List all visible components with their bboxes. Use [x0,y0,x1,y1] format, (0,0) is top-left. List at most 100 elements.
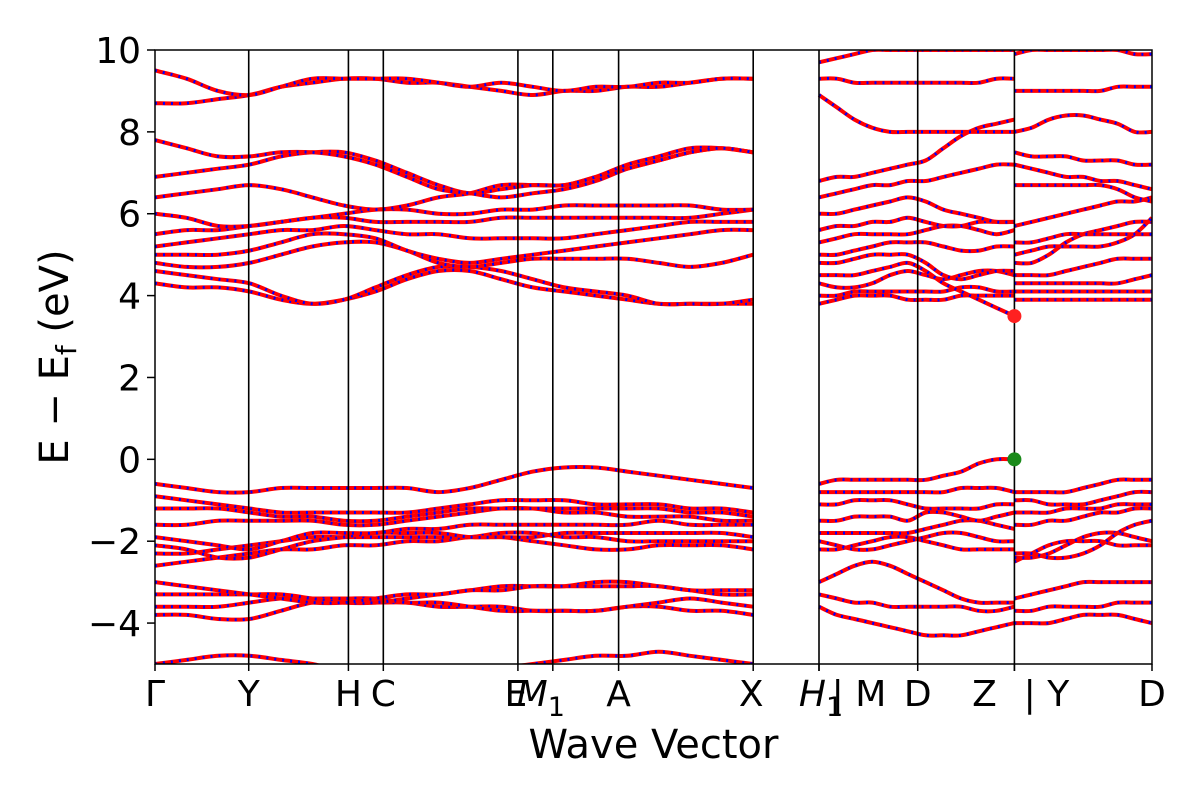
x-tick-label-main: E [505,674,528,715]
band-line-seg2-1 [1014,600,1152,614]
band-line-seg1-6 [818,509,1015,524]
x-tick-label: A [606,674,631,715]
band-line-dotted-seg0-9 [155,506,754,527]
band-line-seg2-12 [1014,273,1152,286]
x-tick-label: E [505,674,528,715]
band-line-seg2-18 [1014,182,1152,204]
band-line-dotted-seg1-21 [818,93,1015,134]
band-line-dotted-seg0-0 [155,650,754,664]
y-axis-label-main: E − E [32,355,78,465]
band-line-seg2-0 [1014,612,1152,626]
band-line-seg1-1 [818,592,1015,614]
band-line-dotted-seg0-6 [155,530,754,556]
x-tick-label: D [904,674,932,715]
x-tick-label: C [371,674,396,715]
band-line-dotted-seg0-5 [155,535,754,568]
band-line-dotted-seg2-4 [1014,530,1152,560]
band-line-dotted-seg1-22 [818,76,1015,85]
x-tick-label-main: X [739,674,764,715]
x-axis-label: Wave Vector [529,722,780,768]
band-line-seg2-16 [1014,231,1152,245]
x-tick-label-main: C [371,674,396,715]
y-tick-label: 6 [118,195,141,236]
x-tick-label: X [739,674,764,715]
band-line-seg0-15 [155,239,754,270]
markers-layer [1007,309,1022,467]
band-line-seg2-19 [1013,162,1152,192]
band-line-seg1-15 [818,240,1015,257]
band-line-dotted-seg1-5 [819,518,1015,535]
band-line-dotted-seg1-2 [818,560,1015,605]
band-line-seg1-23 [818,50,1015,65]
band-line-seg2-8 [1014,489,1152,507]
x-tick-label-main: Y [237,674,261,715]
band-line-dotted-seg0-10 [155,506,754,523]
band-line-dotted-seg1-20 [818,118,1015,183]
x-tick-label: H1 [799,674,843,723]
x-tick-label: Z [972,674,997,715]
band-line-seg2-22 [1014,84,1152,94]
band-line-seg1-12 [818,268,1015,290]
band-line-dotted-seg0-8 [155,519,754,551]
x-tick-label-main: H [799,674,826,715]
band-line-dotted-seg1-14 [818,252,1015,281]
band-line-seg2-20 [1013,150,1152,167]
band-line-dotted-seg2-21 [1014,113,1152,134]
x-tick-label-sub: 1 [548,692,565,723]
band-line-seg1-4 [818,530,1015,552]
band-line-seg1-0 [818,604,1015,638]
band-line-dotted-seg0-13 [155,268,754,306]
band-line-seg1-16 [818,223,1015,245]
band-line-dotted-seg0-1 [155,600,754,622]
band-line-seg2-2 [1013,579,1152,601]
y-axis-ticks: −4 −2 0 2 4 6 8 10 [88,31,155,645]
band-line-seg2-21 [1013,112,1152,135]
y-axis-label-sub: f [50,344,83,355]
x-tick-label: M1 [517,674,565,723]
band-line-seg2-23 [1013,50,1152,57]
marker-vbm [1007,452,1022,467]
band-line-seg1-17 [818,215,1015,233]
band-line-seg0-13 [155,268,754,307]
x-tick-label-main: A [606,674,631,715]
band-line-dotted-seg0-11 [155,494,754,515]
band-line-seg1-7 [818,497,1015,511]
band-line-seg2-13 [1014,256,1152,278]
x-tick-label-main: D [904,674,932,715]
x-tick-label: | M [832,674,887,715]
band-line-seg1-20 [818,117,1015,183]
high-symmetry-lines [247,50,1016,664]
y-tick-label: −2 [88,522,141,563]
band-line-seg2-15 [1013,216,1152,257]
band-line-seg2-7 [1014,502,1152,515]
band-line-dotted-seg2-2 [1014,580,1152,600]
band-line-seg1-9 [818,457,1015,486]
y-tick-label: −4 [88,604,141,645]
band-line-seg2-9 [1014,477,1152,495]
band-line-seg1-11 [818,284,1015,298]
x-tick-label-main: H [335,674,362,715]
y-tick-label: 8 [118,113,141,154]
band-line-dotted-seg1-8 [819,486,1015,494]
band-line-seg1-13 [819,260,1016,318]
band-line-seg2-6 [1014,506,1152,528]
plot-frame [154,49,1153,665]
x-tick-label-main: D [1138,674,1166,715]
y-tick-label: 10 [95,31,141,72]
y-tick-label: 4 [118,277,141,318]
band-line-seg0-22 [155,138,754,200]
x-tick-label: Y [237,674,261,715]
x-tick-label: D [1138,674,1166,715]
x-tick-label-sub: 1 [826,692,843,723]
band-line-dotted-seg0-2 [155,596,754,613]
band-line-dotted-seg0-12 [155,465,754,495]
band-line-dotted-seg2-18 [1014,183,1152,203]
band-line-dotted-seg0-16 [155,228,754,265]
x-tick-label: Γ [145,674,165,715]
band-line-dotted-seg0-20 [155,146,754,212]
y-axis-label: E − Ef (eV) [32,249,83,464]
band-line-seg1-18 [818,195,1015,225]
x-tick-label: H [335,674,362,715]
